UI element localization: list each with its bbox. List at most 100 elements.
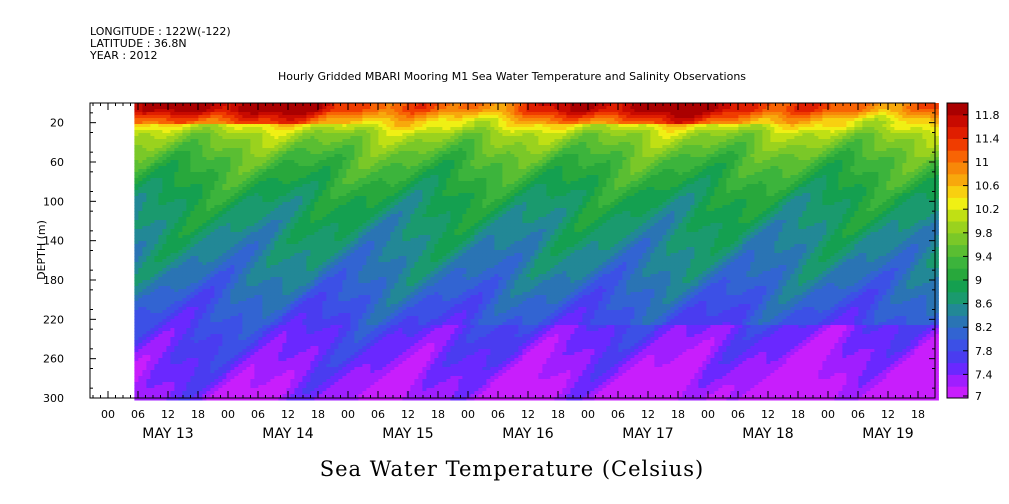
contour-cell (302, 172, 307, 176)
contour-cell (226, 148, 231, 152)
contour-cell (306, 283, 311, 287)
contour-cell (234, 259, 239, 263)
contour-cell (286, 175, 291, 179)
contour-cell (194, 130, 199, 134)
contour-cell (202, 151, 207, 155)
contour-cell (326, 112, 331, 116)
contour-cell (146, 127, 151, 131)
contour-cell (202, 241, 207, 245)
contour-cell (234, 142, 239, 146)
contour-cell (318, 184, 323, 188)
contour-cell (246, 265, 251, 269)
contour-cell (242, 322, 247, 326)
contour-cell (286, 184, 291, 188)
contour-cell (310, 232, 315, 236)
contour-cell (262, 274, 267, 278)
contour-cell (290, 232, 295, 236)
contour-cell (246, 106, 251, 110)
contour-cell (222, 361, 227, 365)
contour-cell (306, 172, 311, 176)
contour-cell (170, 322, 175, 326)
contour-cell (306, 322, 311, 326)
contour-cell (290, 235, 295, 239)
contour-cell (282, 124, 287, 128)
contour-cell (270, 184, 275, 188)
contour-cell (170, 289, 175, 293)
contour-cell (282, 175, 287, 179)
contour-cell (242, 193, 247, 197)
contour-cell (310, 367, 315, 371)
contour-cell (210, 154, 215, 158)
contour-cell (298, 202, 303, 206)
contour-cell (198, 322, 203, 326)
contour-cell (238, 124, 243, 128)
contour-cell (186, 118, 191, 122)
contour-cell (226, 376, 231, 380)
contour-cell (302, 289, 307, 293)
contour-cell (238, 343, 243, 347)
contour-cell (210, 385, 215, 389)
contour-cell (294, 124, 299, 128)
contour-cell (234, 253, 239, 257)
contour-cell (150, 229, 155, 233)
contour-cell (142, 373, 147, 377)
contour-cell (174, 331, 179, 335)
contour-cell (214, 196, 219, 200)
contour-cell (198, 169, 203, 173)
contour-cell (246, 367, 251, 371)
contour-cell (158, 151, 163, 155)
contour-cell (230, 130, 235, 134)
contour-cell (294, 157, 299, 161)
contour-cell (198, 139, 203, 143)
contour-cell (258, 133, 263, 137)
contour-cell (314, 193, 319, 197)
contour-cell (230, 346, 235, 350)
contour-cell (314, 376, 319, 380)
contour-cell (170, 190, 175, 194)
contour-cell (210, 106, 215, 110)
contour-cell (210, 256, 215, 260)
contour-cell (262, 367, 267, 371)
contour-cell (246, 295, 251, 299)
contour-cell (334, 193, 339, 197)
contour-cell (322, 169, 327, 173)
contour-cell (142, 229, 147, 233)
contour-cell (290, 373, 295, 377)
contour-cell (286, 205, 291, 209)
contour-cell (138, 316, 143, 320)
contour-cell (254, 199, 259, 203)
contour-cell (246, 121, 251, 125)
contour-cell (278, 124, 283, 128)
contour-cell (202, 382, 207, 386)
contour-cell (286, 346, 291, 350)
contour-cell (306, 346, 311, 350)
contour-cell (310, 322, 315, 326)
contour-cell (302, 337, 307, 341)
contour-cell (262, 166, 267, 170)
contour-cell (262, 346, 267, 350)
contour-cell (190, 361, 195, 365)
contour-cell (314, 325, 319, 329)
contour-cell (190, 196, 195, 200)
contour-cell (138, 373, 143, 377)
contour-cell (326, 139, 331, 143)
contour-cell (178, 313, 183, 317)
contour-cell (330, 109, 335, 113)
contour-cell (250, 367, 255, 371)
contour-cell (158, 163, 163, 167)
contour-cell (182, 169, 187, 173)
contour-cell (286, 145, 291, 149)
contour-cell (158, 148, 163, 152)
contour-cell (234, 238, 239, 242)
contour-cell (246, 376, 251, 380)
contour-cell (146, 115, 151, 119)
contour-cell (182, 184, 187, 188)
contour-cell (214, 310, 219, 314)
contour-cell (158, 346, 163, 350)
contour-cell (230, 367, 235, 371)
contour-cell (278, 223, 283, 227)
contour-cell (242, 151, 247, 155)
contour-cell (330, 139, 335, 143)
contour-cell (286, 199, 291, 203)
contour-cell (162, 199, 167, 203)
